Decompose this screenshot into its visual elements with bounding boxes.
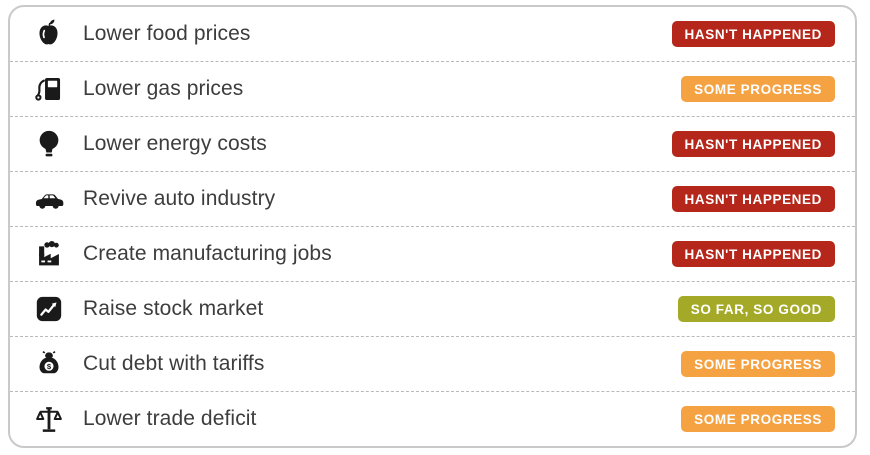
money-bag-icon: $	[30, 346, 68, 382]
promise-label: Lower trade deficit	[83, 407, 257, 430]
status-badge: SO FAR, SO GOOD	[677, 296, 835, 322]
stock-chart-icon	[30, 291, 68, 327]
table-row: Raise stock market SO FAR, SO GOOD	[10, 281, 855, 336]
promise-tracker-card: Lower food prices HASN'T HAPPENED Lower …	[8, 5, 857, 448]
factory-icon	[30, 236, 68, 272]
status-badge: SOME PROGRESS	[681, 406, 835, 432]
table-row: Create manufacturing jobs HASN'T HAPPENE…	[10, 226, 855, 281]
svg-text:$: $	[47, 362, 52, 371]
promise-label: Create manufacturing jobs	[83, 242, 332, 265]
table-row: Lower energy costs HASN'T HAPPENED	[10, 116, 855, 171]
apple-icon	[30, 16, 68, 52]
promise-label: Revive auto industry	[83, 187, 276, 210]
promise-label: Lower energy costs	[83, 132, 267, 155]
table-row: Lower food prices HASN'T HAPPENED	[10, 7, 855, 61]
promise-label: Lower gas prices	[83, 77, 244, 100]
table-row: $ Cut debt with tariffs SOME PROGRESS	[10, 336, 855, 391]
status-badge: HASN'T HAPPENED	[671, 241, 835, 267]
promise-label: Cut debt with tariffs	[83, 352, 265, 375]
status-badge: SOME PROGRESS	[681, 351, 835, 377]
scales-icon	[30, 401, 68, 437]
promise-label: Lower food prices	[83, 22, 251, 45]
table-row: Lower gas prices SOME PROGRESS	[10, 61, 855, 116]
lightbulb-icon	[30, 126, 68, 162]
gas-pump-icon	[30, 71, 68, 107]
status-badge: HASN'T HAPPENED	[671, 131, 835, 157]
car-icon	[30, 181, 68, 217]
promise-label: Raise stock market	[83, 297, 264, 320]
status-badge: HASN'T HAPPENED	[671, 186, 835, 212]
status-badge: HASN'T HAPPENED	[671, 21, 835, 47]
table-row: Revive auto industry HASN'T HAPPENED	[10, 171, 855, 226]
table-row: Lower trade deficit SOME PROGRESS	[10, 391, 855, 446]
status-badge: SOME PROGRESS	[681, 76, 835, 102]
